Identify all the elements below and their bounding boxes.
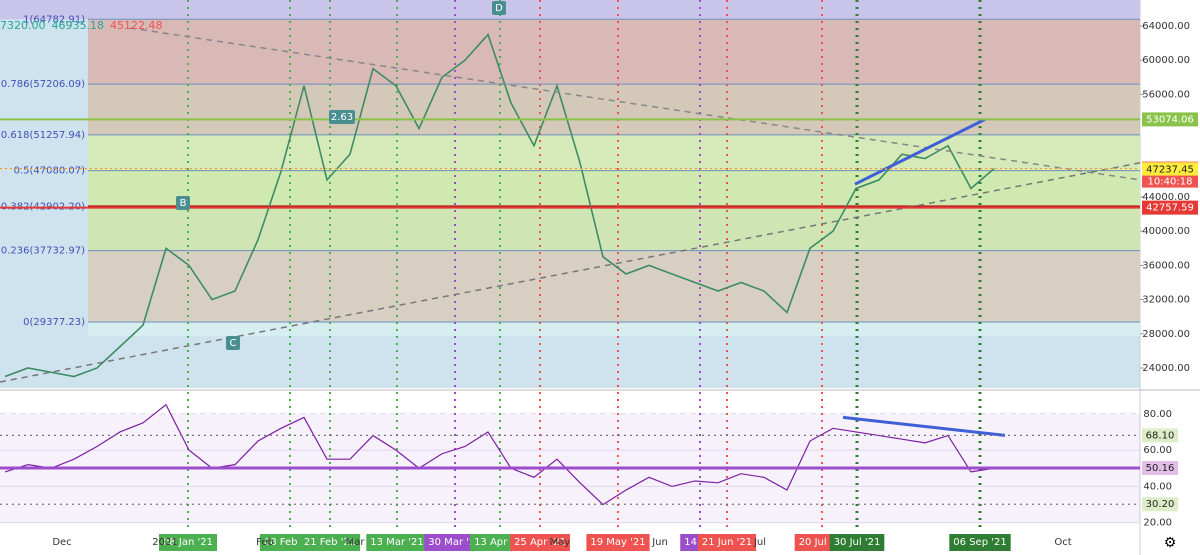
event-tag <box>586 534 650 551</box>
level-tag <box>1142 460 1178 475</box>
marker-box <box>492 1 506 15</box>
event-tag <box>949 534 1011 551</box>
event-label: 13 Apr '21 <box>474 537 526 548</box>
trend-line <box>129 27 1141 181</box>
countdown: 10:40:18 <box>1148 177 1193 188</box>
y-tick-label: 80.00 <box>1143 409 1172 420</box>
price-tag <box>1142 162 1198 177</box>
y-tick-label: 32000.00 <box>1142 295 1190 306</box>
marker-box <box>329 110 355 124</box>
y-tick-label: 60.00 <box>1143 445 1172 456</box>
event-label: 25 Apr '21 <box>514 537 566 548</box>
event-tag <box>697 534 757 551</box>
series-line <box>4 403 995 506</box>
ohlc-value: 7320.00 <box>0 19 46 32</box>
fib-zone <box>88 250 1140 323</box>
event-label: 30 Jul '21 <box>834 537 881 548</box>
event-label: 13 Mar '21 <box>370 537 423 548</box>
y-tick-label: 36000.00 <box>1142 260 1190 271</box>
y-tick-label: 44000.00 <box>1142 192 1190 203</box>
y-tick-label: 56000.00 <box>1142 89 1190 100</box>
fib-zone <box>88 322 1140 337</box>
fib-zone <box>88 170 1140 207</box>
fib-label: 1(64782.91) <box>23 14 85 25</box>
event-label: 21 Jun '21 <box>702 537 752 548</box>
event-label: 08 Feb '21 <box>264 537 316 548</box>
x-tick-label: Oct <box>1054 537 1071 548</box>
marker-label: 2.63 <box>331 112 353 123</box>
marker-box <box>226 336 240 350</box>
price-tag-label: 53074.06 <box>1146 114 1194 125</box>
x-tick-label: Jun <box>651 537 668 548</box>
x-tick-label: 2021 <box>152 537 177 548</box>
event-label: 20 Jul '21 <box>799 537 846 548</box>
y-tick-label: 40.00 <box>1143 481 1172 492</box>
ohlc-value: 46935.18 <box>52 19 105 32</box>
price-tag-label: 47237.45 <box>1146 164 1194 175</box>
event-tag <box>510 534 570 551</box>
countdown-tag <box>1142 175 1198 188</box>
level-tag <box>1142 497 1178 512</box>
event-label: 06 Sep '21 <box>953 537 1006 548</box>
settings-icon[interactable]: ⚙ <box>1164 535 1177 551</box>
marker-label: B <box>180 198 187 209</box>
y-tick-label: 24000.00 <box>1142 363 1190 374</box>
ohlc-value: 45122.48 <box>110 19 163 32</box>
x-tick-label: May <box>550 537 571 548</box>
level-label: 50.16 <box>1146 463 1175 474</box>
fib-label: 0.5(47080.07) <box>14 166 86 177</box>
level-label: 30.20 <box>1146 499 1175 510</box>
event-label: 21 Feb '21 <box>304 537 356 548</box>
trend-line <box>854 118 986 186</box>
fib-label: 0.786(57206.09) <box>1 79 85 90</box>
x-tick-label: Dec <box>52 537 71 548</box>
event-label: 08 Jan '21 <box>163 537 213 548</box>
marker-label: C <box>230 338 237 349</box>
marker-box <box>176 196 190 210</box>
fib-label: 0.618(51257.94) <box>1 130 85 141</box>
trend-line <box>842 415 1006 437</box>
series-line <box>4 32 995 378</box>
fib-label: 0.236(37732.97) <box>1 246 85 257</box>
y-tick-label: 20.00 <box>1143 518 1172 529</box>
fib-zone <box>88 19 1140 85</box>
fib-label: 0(29377.23) <box>23 317 85 328</box>
fib-zone <box>0 0 1140 20</box>
price-tag <box>1142 112 1198 127</box>
x-tick-label: Feb <box>256 537 274 548</box>
price-tag <box>1142 200 1198 215</box>
level-label: 68.10 <box>1146 430 1175 441</box>
level-tag <box>1142 428 1178 443</box>
marker-label: D <box>495 3 503 14</box>
x-tick-label: Mar <box>346 537 366 548</box>
x-tick-label: Jul <box>753 537 766 548</box>
fib-zone <box>88 206 1140 251</box>
fib-zone <box>88 84 1140 135</box>
price-tag-label: 42757.59 <box>1146 203 1194 214</box>
y-tick-label: 28000.00 <box>1142 329 1190 340</box>
event-tag <box>299 534 361 551</box>
fib-zone <box>88 134 1140 171</box>
event-tag <box>366 534 428 551</box>
y-tick-label: 40000.00 <box>1142 226 1190 237</box>
y-tick-label: 64000.00 <box>1142 21 1190 32</box>
event-label: 30 Mar '21 <box>428 537 481 548</box>
event-label: 19 May '21 <box>590 537 645 548</box>
event-tag <box>159 534 217 551</box>
event-tag <box>829 534 885 551</box>
y-tick-label: 60000.00 <box>1142 55 1190 66</box>
rsi-pane <box>0 392 1140 530</box>
